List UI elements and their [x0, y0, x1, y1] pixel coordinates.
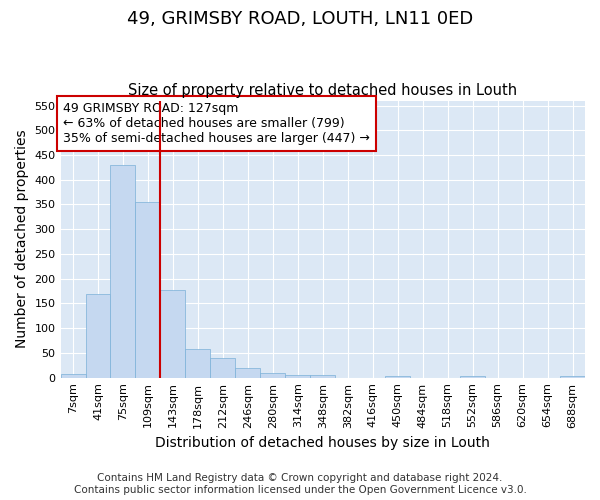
Bar	[211, 358, 235, 378]
Bar	[160, 290, 185, 378]
Y-axis label: Number of detached properties: Number of detached properties	[15, 130, 29, 348]
Bar	[86, 294, 110, 378]
Bar	[235, 368, 260, 378]
Bar	[61, 374, 86, 378]
Title: Size of property relative to detached houses in Louth: Size of property relative to detached ho…	[128, 83, 517, 98]
Bar	[185, 350, 211, 378]
Bar	[136, 202, 160, 378]
Bar	[260, 372, 286, 378]
Bar	[110, 165, 136, 378]
Bar	[460, 376, 485, 378]
Text: 49, GRIMSBY ROAD, LOUTH, LN11 0ED: 49, GRIMSBY ROAD, LOUTH, LN11 0ED	[127, 10, 473, 28]
Text: Contains HM Land Registry data © Crown copyright and database right 2024.
Contai: Contains HM Land Registry data © Crown c…	[74, 474, 526, 495]
Bar	[310, 375, 335, 378]
Text: 49 GRIMSBY ROAD: 127sqm
← 63% of detached houses are smaller (799)
35% of semi-d: 49 GRIMSBY ROAD: 127sqm ← 63% of detache…	[63, 102, 370, 145]
Bar	[385, 376, 410, 378]
X-axis label: Distribution of detached houses by size in Louth: Distribution of detached houses by size …	[155, 436, 490, 450]
Bar	[286, 375, 310, 378]
Bar	[560, 376, 585, 378]
